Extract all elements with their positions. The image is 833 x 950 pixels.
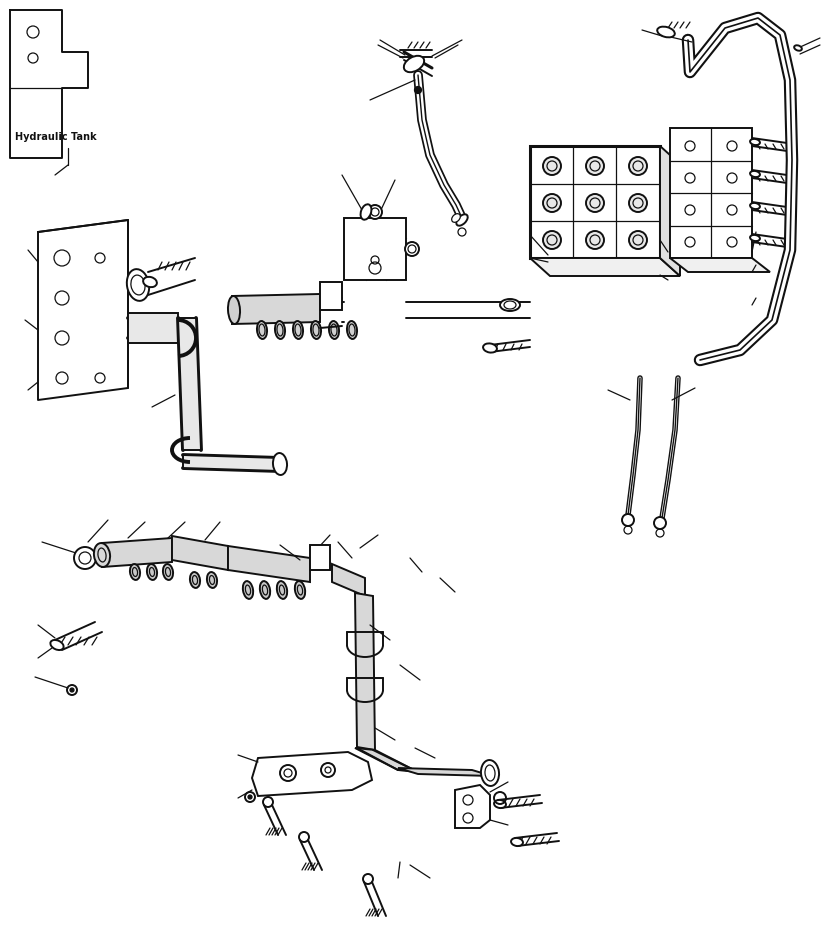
Polygon shape <box>172 536 228 570</box>
Polygon shape <box>530 258 680 276</box>
Bar <box>310 545 330 570</box>
Polygon shape <box>332 564 365 596</box>
Ellipse shape <box>143 276 157 287</box>
Polygon shape <box>670 258 770 272</box>
Polygon shape <box>228 546 310 582</box>
Circle shape <box>248 795 252 799</box>
Ellipse shape <box>293 321 303 339</box>
Bar <box>344 218 406 280</box>
Polygon shape <box>670 128 752 258</box>
Polygon shape <box>232 294 320 324</box>
Circle shape <box>622 514 634 526</box>
Ellipse shape <box>750 203 760 209</box>
Ellipse shape <box>311 321 321 339</box>
Circle shape <box>629 231 647 249</box>
Ellipse shape <box>130 564 140 580</box>
Circle shape <box>586 231 604 249</box>
Ellipse shape <box>657 27 675 37</box>
Ellipse shape <box>750 235 760 241</box>
Polygon shape <box>660 146 680 276</box>
Ellipse shape <box>207 572 217 588</box>
Polygon shape <box>183 455 280 471</box>
Ellipse shape <box>243 581 253 598</box>
Polygon shape <box>398 768 492 776</box>
Ellipse shape <box>368 205 382 219</box>
Ellipse shape <box>483 343 497 352</box>
Ellipse shape <box>494 800 506 808</box>
Circle shape <box>74 547 96 569</box>
Ellipse shape <box>277 581 287 598</box>
Ellipse shape <box>361 204 372 219</box>
Ellipse shape <box>451 214 461 222</box>
Polygon shape <box>530 146 660 258</box>
Ellipse shape <box>347 321 357 339</box>
Circle shape <box>543 194 561 212</box>
Ellipse shape <box>190 572 200 588</box>
Ellipse shape <box>794 46 802 50</box>
Circle shape <box>629 157 647 175</box>
Ellipse shape <box>94 543 110 567</box>
Ellipse shape <box>511 838 523 846</box>
Ellipse shape <box>163 564 173 580</box>
Circle shape <box>321 763 335 777</box>
Ellipse shape <box>50 640 63 650</box>
Ellipse shape <box>295 581 305 598</box>
Ellipse shape <box>329 321 339 339</box>
Ellipse shape <box>750 139 760 145</box>
Circle shape <box>654 517 666 529</box>
Ellipse shape <box>147 564 157 580</box>
Ellipse shape <box>257 321 267 339</box>
Ellipse shape <box>481 760 499 786</box>
Ellipse shape <box>273 453 287 475</box>
Circle shape <box>629 194 647 212</box>
Ellipse shape <box>750 171 760 177</box>
Circle shape <box>280 765 296 781</box>
Circle shape <box>70 688 74 692</box>
Ellipse shape <box>500 299 520 311</box>
Polygon shape <box>355 593 375 750</box>
Bar <box>320 282 342 310</box>
Polygon shape <box>355 748 418 772</box>
Ellipse shape <box>275 321 285 339</box>
Polygon shape <box>102 538 172 567</box>
Circle shape <box>543 157 561 175</box>
Ellipse shape <box>456 215 467 226</box>
Circle shape <box>586 194 604 212</box>
Circle shape <box>586 157 604 175</box>
Polygon shape <box>178 318 201 450</box>
Circle shape <box>543 231 561 249</box>
Text: Hydraulic Tank: Hydraulic Tank <box>15 132 97 142</box>
Circle shape <box>415 86 421 93</box>
Ellipse shape <box>260 581 270 598</box>
Ellipse shape <box>404 56 424 72</box>
Ellipse shape <box>405 242 419 256</box>
Polygon shape <box>455 785 490 828</box>
Ellipse shape <box>127 269 149 301</box>
Ellipse shape <box>228 296 240 324</box>
Polygon shape <box>252 752 372 796</box>
Polygon shape <box>128 313 178 343</box>
